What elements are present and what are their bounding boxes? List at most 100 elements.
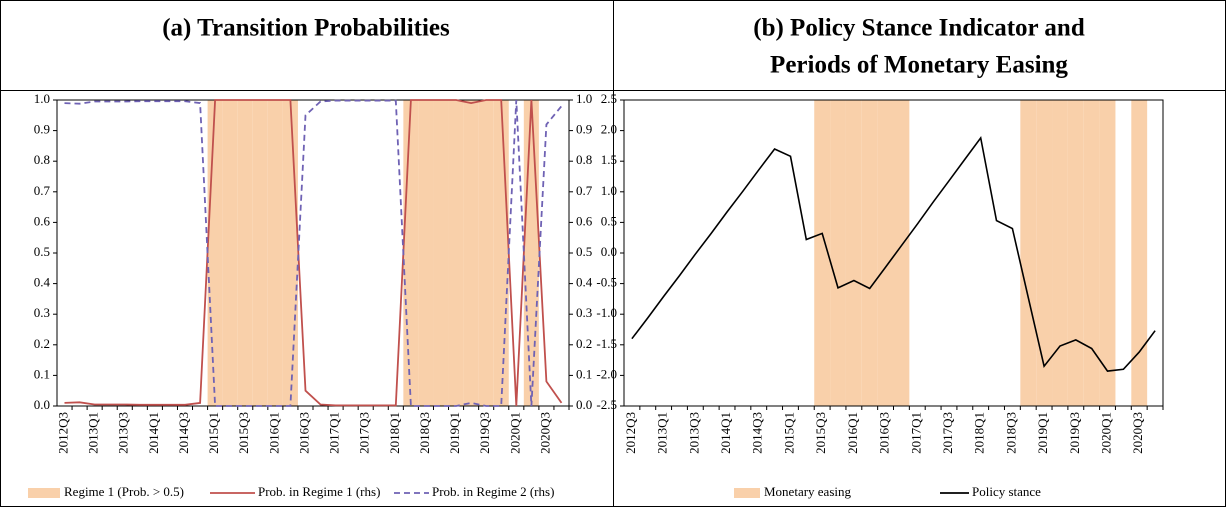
x-tick-label: 2016Q3	[877, 412, 892, 454]
shaded-period	[1131, 100, 1148, 406]
x-tick-label: 2018Q3	[1003, 412, 1018, 454]
y-tick-label: 0.3	[34, 305, 50, 320]
shaded-period	[147, 100, 162, 406]
shaded-period	[624, 100, 640, 406]
shaded-period	[1036, 100, 1053, 406]
chart-title: Periods of Monetary Easing	[770, 52, 1068, 79]
x-tick-label: 2018Q1	[972, 412, 987, 454]
y-tick-label: -2.5	[596, 397, 617, 412]
shaded-period	[798, 100, 814, 406]
y-tick-label: -0.5	[596, 275, 617, 290]
legend-label: Regime 1 (Prob. > 0.5)	[64, 484, 184, 499]
shaded-period	[478, 100, 494, 406]
x-tick-label: 2013Q3	[116, 412, 131, 454]
y2-tick-label: 0.3	[576, 305, 592, 320]
shaded-period	[1083, 100, 1100, 406]
y2-tick-label: 0.4	[576, 275, 593, 290]
shaded-period	[358, 100, 373, 406]
x-tick-label: 2015Q3	[813, 412, 828, 454]
shaded-period	[523, 100, 539, 406]
x-tick-label: 2013Q3	[686, 412, 701, 454]
shaded-period	[252, 100, 268, 406]
shaded-period	[463, 100, 479, 406]
x-tick-label: 2018Q3	[417, 412, 432, 454]
shaded-period	[162, 100, 177, 406]
shaded-period	[57, 100, 72, 406]
x-tick-label: 2015Q3	[236, 412, 251, 454]
shaded-period	[814, 100, 831, 406]
y2-tick-label: 1.0	[576, 91, 592, 106]
shaded-period	[509, 100, 524, 406]
y2-tick-label: 0.9	[576, 122, 592, 137]
x-tick-label: 2019Q1	[1035, 412, 1050, 454]
y2-tick-label: 0.8	[576, 152, 592, 167]
y2-tick-label: 0.7	[576, 183, 593, 198]
x-tick-label: 2018Q1	[387, 412, 402, 454]
y-tick-label: -2.0	[596, 366, 617, 381]
shaded-period	[656, 100, 672, 406]
x-tick-label: 2014Q3	[750, 412, 765, 454]
y2-tick-label: 0.1	[576, 366, 592, 381]
x-tick-label: 2014Q1	[718, 412, 733, 454]
shaded-period	[703, 100, 719, 406]
y-tick-label: 0.0	[34, 397, 50, 412]
legend-swatch	[28, 488, 60, 498]
shaded-period	[1067, 100, 1084, 406]
x-tick-label: 2019Q3	[1067, 412, 1082, 454]
shaded-period	[554, 100, 569, 406]
y-tick-label: 0.4	[34, 275, 51, 290]
y-tick-label: -1.5	[596, 336, 617, 351]
x-tick-label: 2014Q1	[146, 412, 161, 454]
shaded-period	[719, 100, 735, 406]
x-tick-label: 2014Q3	[176, 412, 191, 454]
shaded-period	[925, 100, 941, 406]
shaded-period	[267, 100, 283, 406]
y-tick-label: 1.0	[601, 183, 617, 198]
shaded-period	[388, 100, 403, 406]
shaded-period	[87, 100, 102, 406]
y-tick-label: 0.7	[34, 183, 51, 198]
y-tick-label: 2.0	[601, 122, 617, 137]
legend-label: Policy stance	[972, 484, 1041, 499]
x-tick-label: 2020Q1	[507, 412, 522, 454]
shaded-period	[1115, 100, 1131, 406]
shaded-period	[957, 100, 973, 406]
shaded-period	[1020, 100, 1037, 406]
y-tick-label: 0.5	[34, 244, 50, 259]
y-tick-label: 0.6	[34, 213, 51, 228]
shaded-period	[893, 100, 910, 406]
x-tick-label: 2020Q3	[1130, 412, 1145, 454]
shaded-period	[735, 100, 751, 406]
legend-label: Prob. in Regime 2 (rhs)	[432, 484, 554, 499]
x-tick-label: 2012Q3	[623, 412, 638, 454]
shaded-period	[989, 100, 1005, 406]
y-tick-label: 0.0	[601, 244, 617, 259]
x-tick-label: 2013Q1	[86, 412, 101, 454]
shaded-period	[539, 100, 554, 406]
shaded-period	[433, 100, 449, 406]
y-tick-label: 0.8	[34, 152, 50, 167]
x-tick-label: 2017Q1	[327, 412, 342, 454]
chart-title: (b) Policy Stance Indicator and	[753, 15, 1085, 42]
shaded-period	[328, 100, 343, 406]
data-line	[64, 99, 563, 407]
x-tick-label: 2019Q3	[477, 412, 492, 454]
shaded-period	[193, 100, 208, 406]
shaded-period	[1052, 100, 1068, 406]
shaded-period	[493, 100, 509, 406]
shaded-period	[1147, 100, 1163, 406]
shaded-period	[373, 100, 388, 406]
x-tick-label: 2019Q1	[447, 412, 462, 454]
legend-label: Monetary easing	[764, 484, 852, 499]
x-tick-label: 2020Q3	[537, 412, 552, 454]
shaded-period	[909, 100, 925, 406]
x-tick-label: 2017Q3	[940, 412, 955, 454]
y2-tick-label: 0.5	[576, 244, 592, 259]
x-tick-label: 2020Q1	[1098, 412, 1113, 454]
shaded-period	[845, 100, 862, 406]
x-tick-label: 2016Q3	[296, 412, 311, 454]
x-tick-label: 2015Q1	[206, 412, 221, 454]
shaded-period	[132, 100, 147, 406]
shaded-period	[767, 100, 783, 406]
